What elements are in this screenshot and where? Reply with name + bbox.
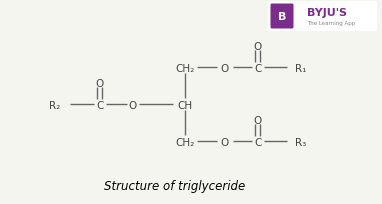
Text: O: O — [129, 101, 137, 110]
Text: C: C — [254, 137, 262, 147]
FancyBboxPatch shape — [270, 4, 293, 29]
FancyBboxPatch shape — [268, 2, 377, 32]
Text: O: O — [96, 79, 104, 89]
Text: CH₂: CH₂ — [175, 64, 194, 74]
Text: Structure of triglyceride: Structure of triglyceride — [104, 180, 246, 193]
Text: O: O — [221, 64, 229, 74]
Text: C: C — [96, 101, 104, 110]
Text: B: B — [278, 12, 286, 22]
Text: R₃: R₃ — [295, 137, 306, 147]
Text: R₂: R₂ — [49, 101, 60, 110]
Text: CH: CH — [177, 101, 193, 110]
Text: BYJU'S: BYJU'S — [307, 8, 347, 18]
Text: The Learning App: The Learning App — [307, 20, 355, 25]
Text: O: O — [254, 42, 262, 52]
Text: R₁: R₁ — [295, 64, 306, 74]
Text: C: C — [254, 64, 262, 74]
Text: CH₂: CH₂ — [175, 137, 194, 147]
Text: O: O — [221, 137, 229, 147]
Text: O: O — [254, 115, 262, 125]
